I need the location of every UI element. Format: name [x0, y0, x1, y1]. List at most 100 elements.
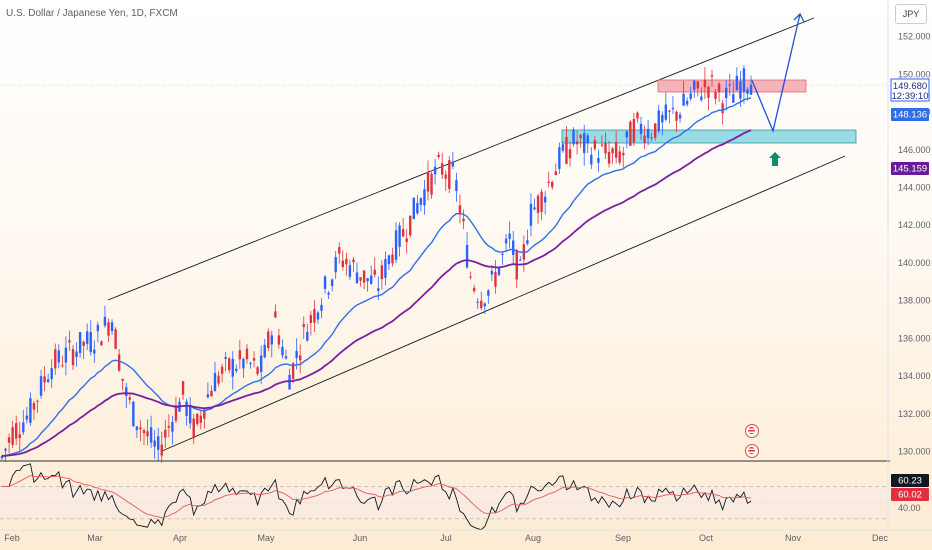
- candle-body[interactable]: [548, 182, 550, 183]
- candle-body[interactable]: [658, 110, 660, 131]
- candle-body[interactable]: [398, 225, 400, 246]
- candle-body[interactable]: [264, 345, 266, 357]
- candle-body[interactable]: [303, 324, 305, 327]
- candle-body[interactable]: [679, 115, 681, 119]
- candle-body[interactable]: [295, 351, 297, 358]
- candle-body[interactable]: [157, 436, 159, 449]
- candle-body[interactable]: [647, 129, 649, 138]
- candle-body[interactable]: [409, 216, 411, 236]
- candle-body[interactable]: [498, 268, 500, 275]
- candle-body[interactable]: [249, 363, 251, 364]
- candle-body[interactable]: [68, 340, 70, 342]
- candle-body[interactable]: [136, 426, 138, 430]
- candle-body[interactable]: [406, 238, 408, 242]
- candle-body[interactable]: [448, 160, 450, 189]
- candle-body[interactable]: [143, 430, 145, 433]
- candle-body[interactable]: [622, 153, 624, 155]
- candle-body[interactable]: [122, 379, 124, 381]
- candle-body[interactable]: [267, 332, 269, 348]
- candle-body[interactable]: [416, 203, 418, 213]
- candle-body[interactable]: [686, 101, 688, 105]
- candle-body[interactable]: [725, 88, 727, 98]
- candle-body[interactable]: [11, 427, 13, 445]
- candle-body[interactable]: [93, 350, 95, 354]
- candle-body[interactable]: [82, 342, 84, 346]
- candle-body[interactable]: [537, 196, 539, 213]
- candle-body[interactable]: [437, 155, 439, 157]
- candle-body[interactable]: [271, 335, 273, 344]
- candle-body[interactable]: [704, 80, 706, 87]
- candle-body[interactable]: [491, 271, 493, 274]
- candle-body[interactable]: [576, 141, 578, 144]
- us-flag-icon[interactable]: [745, 444, 759, 458]
- candle-body[interactable]: [743, 68, 745, 91]
- channel-lower-line[interactable]: [162, 156, 845, 451]
- forecast-path[interactable]: [752, 14, 800, 131]
- candle-body[interactable]: [413, 198, 415, 219]
- candle-body[interactable]: [384, 259, 386, 278]
- candle-body[interactable]: [452, 162, 454, 167]
- candle-body[interactable]: [97, 325, 99, 331]
- candle-body[interactable]: [650, 137, 652, 138]
- candle-body[interactable]: [626, 131, 628, 137]
- candle-body[interactable]: [562, 144, 564, 151]
- candle-body[interactable]: [505, 239, 507, 244]
- candle-body[interactable]: [139, 427, 141, 429]
- candle-body[interactable]: [356, 272, 358, 283]
- candle-body[interactable]: [132, 402, 134, 426]
- candle-body[interactable]: [711, 75, 713, 76]
- candle-body[interactable]: [352, 260, 354, 263]
- candle-body[interactable]: [654, 123, 656, 137]
- candle-body[interactable]: [700, 97, 702, 101]
- candle-body[interactable]: [104, 317, 106, 326]
- candle-body[interactable]: [161, 445, 163, 456]
- candle-body[interactable]: [185, 402, 187, 416]
- candle-body[interactable]: [551, 182, 553, 187]
- candle-body[interactable]: [363, 270, 365, 282]
- candle-body[interactable]: [558, 147, 560, 169]
- candle-body[interactable]: [239, 350, 241, 359]
- candle-body[interactable]: [107, 322, 109, 335]
- candle-body[interactable]: [494, 272, 496, 287]
- candle-body[interactable]: [338, 247, 340, 254]
- candle-body[interactable]: [22, 423, 24, 433]
- candle-body[interactable]: [235, 369, 237, 371]
- candle-body[interactable]: [58, 350, 60, 362]
- ema-fast-line[interactable]: [2, 98, 751, 456]
- candle-body[interactable]: [359, 277, 361, 280]
- candle-body[interactable]: [594, 140, 596, 149]
- candle-body[interactable]: [430, 174, 432, 195]
- candle-body[interactable]: [732, 94, 734, 102]
- candle-body[interactable]: [629, 122, 631, 146]
- candle-body[interactable]: [342, 261, 344, 267]
- candle-body[interactable]: [519, 260, 521, 261]
- candle-body[interactable]: [377, 288, 379, 291]
- candle-body[interactable]: [317, 312, 319, 319]
- candle-body[interactable]: [310, 315, 312, 323]
- candle-body[interactable]: [299, 355, 301, 360]
- candle-body[interactable]: [327, 293, 329, 295]
- candle-body[interactable]: [43, 376, 45, 382]
- candle-body[interactable]: [423, 189, 425, 205]
- candle-body[interactable]: [402, 229, 404, 236]
- candle-body[interactable]: [441, 163, 443, 174]
- candle-body[interactable]: [232, 359, 234, 377]
- candle-body[interactable]: [508, 234, 510, 239]
- candle-body[interactable]: [619, 152, 621, 163]
- candle-body[interactable]: [721, 103, 723, 113]
- candle-body[interactable]: [473, 288, 475, 291]
- candle-body[interactable]: [601, 145, 603, 146]
- candle-body[interactable]: [462, 219, 464, 222]
- candle-body[interactable]: [335, 257, 337, 272]
- candle-body[interactable]: [146, 431, 148, 436]
- candle-body[interactable]: [118, 354, 120, 370]
- candle-body[interactable]: [8, 437, 10, 442]
- candle-body[interactable]: [86, 331, 88, 344]
- candle-body[interactable]: [200, 416, 202, 423]
- candle-body[interactable]: [189, 405, 191, 423]
- ema-slow-line[interactable]: [2, 130, 751, 456]
- candle-body[interactable]: [288, 375, 290, 390]
- candle-body[interactable]: [164, 430, 166, 438]
- candle-body[interactable]: [281, 347, 283, 355]
- candle-body[interactable]: [33, 403, 35, 410]
